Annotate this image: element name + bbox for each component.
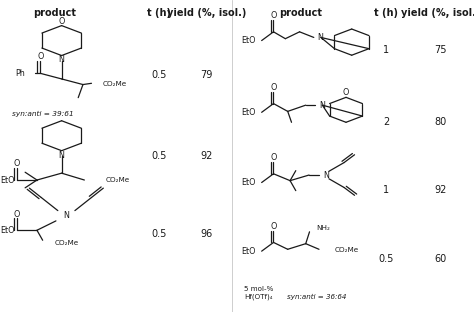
Text: 60: 60 <box>435 254 447 264</box>
Text: product: product <box>280 8 322 18</box>
Text: 1: 1 <box>383 45 389 55</box>
Text: N: N <box>59 56 64 64</box>
Text: O: O <box>37 52 44 61</box>
Text: O: O <box>270 83 277 92</box>
Text: 92: 92 <box>200 151 212 161</box>
Text: O: O <box>270 222 277 231</box>
Text: O: O <box>270 153 277 162</box>
Text: O: O <box>343 89 349 97</box>
Text: 80: 80 <box>435 117 447 127</box>
Text: t (h): t (h) <box>374 8 398 18</box>
Text: EtO: EtO <box>0 176 15 184</box>
Text: EtO: EtO <box>0 226 15 235</box>
Text: Ph: Ph <box>15 69 25 78</box>
Text: N: N <box>319 101 325 110</box>
Text: N: N <box>323 171 329 179</box>
Text: N: N <box>64 211 69 220</box>
Text: EtO: EtO <box>242 247 256 256</box>
Text: CO₂Me: CO₂Me <box>55 240 79 246</box>
Text: 75: 75 <box>435 45 447 55</box>
Text: yield (%, isol.): yield (%, isol.) <box>401 8 474 18</box>
Text: NH₂: NH₂ <box>316 225 330 231</box>
Text: syn:anti = 39:61: syn:anti = 39:61 <box>12 111 73 117</box>
Text: EtO: EtO <box>242 36 256 45</box>
Text: O: O <box>14 210 20 218</box>
Text: 0.5: 0.5 <box>151 70 166 80</box>
Text: CO₂Me: CO₂Me <box>105 177 129 183</box>
Text: O: O <box>270 11 277 20</box>
Text: product: product <box>33 8 76 18</box>
Text: O: O <box>14 159 20 168</box>
Text: O: O <box>58 17 65 26</box>
Text: Hf(OTf)₄: Hf(OTf)₄ <box>244 294 273 300</box>
Text: 92: 92 <box>435 185 447 195</box>
Text: 79: 79 <box>200 70 212 80</box>
Text: EtO: EtO <box>242 108 256 117</box>
Text: 0.5: 0.5 <box>151 151 166 161</box>
Text: EtO: EtO <box>242 178 256 187</box>
Text: syn:anti = 36:64: syn:anti = 36:64 <box>287 294 346 300</box>
Text: 96: 96 <box>200 229 212 239</box>
Text: CO₂Me: CO₂Me <box>103 81 127 87</box>
Text: N: N <box>318 33 323 42</box>
Text: 2: 2 <box>383 117 390 127</box>
Text: yield (%, isol.): yield (%, isol.) <box>166 8 246 18</box>
Text: 0.5: 0.5 <box>151 229 166 239</box>
Text: CO₂Me: CO₂Me <box>335 247 359 253</box>
Text: N: N <box>59 151 64 159</box>
Text: t (h): t (h) <box>147 8 171 18</box>
Text: 0.5: 0.5 <box>379 254 394 264</box>
Text: 1: 1 <box>383 185 389 195</box>
Text: 5 mol-%: 5 mol-% <box>244 285 273 292</box>
